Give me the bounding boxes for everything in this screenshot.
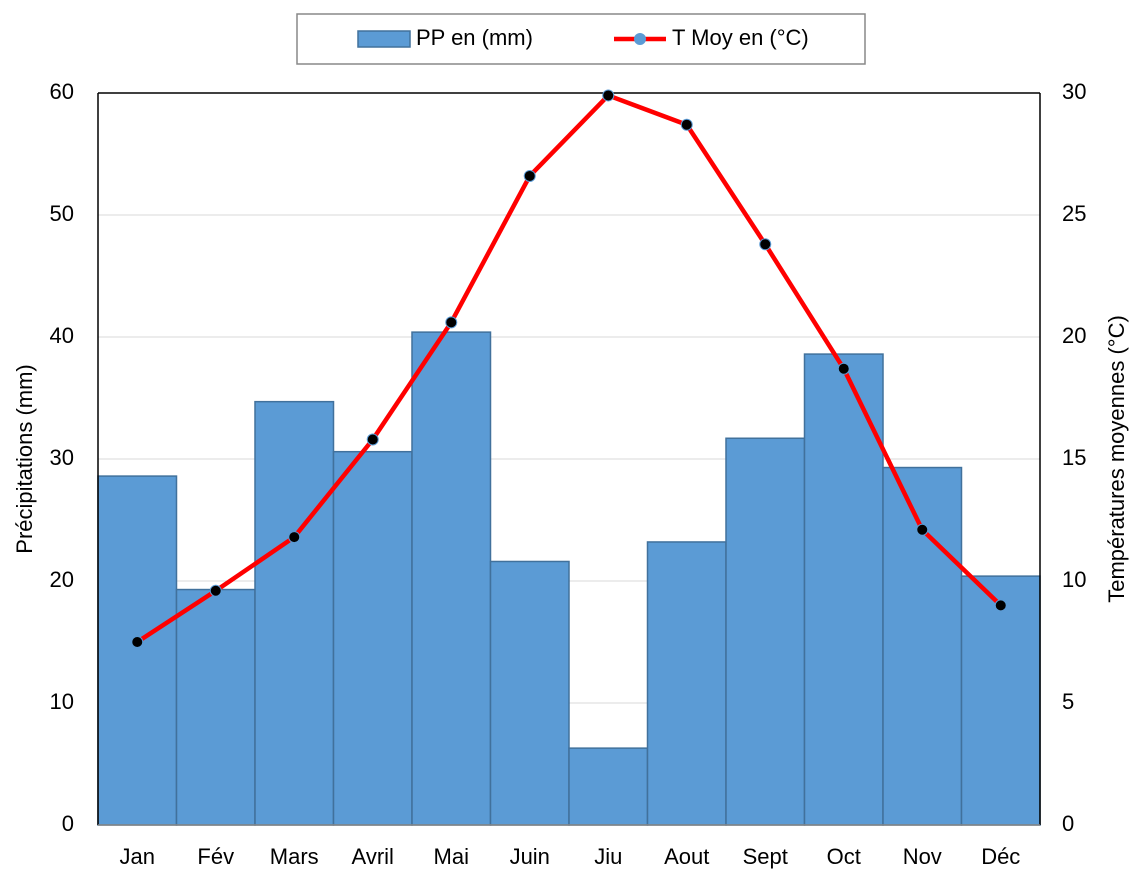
x-tick-label: Nov (903, 844, 942, 869)
y2-tick-label: 25 (1062, 201, 1086, 226)
bar (175, 588, 256, 826)
x-tick-label: Juin (510, 844, 550, 869)
y2-tick-label: 0 (1062, 811, 1074, 836)
legend-marker (634, 33, 646, 45)
x-tick-label: Oct (827, 844, 861, 869)
y-tick-label: 0 (62, 811, 74, 836)
y-tick-label: 10 (50, 689, 74, 714)
x-tick-label: Mars (270, 844, 319, 869)
x-tick-label: Mai (434, 844, 469, 869)
x-tick-label: Aout (664, 844, 709, 869)
y-tick-label: 60 (50, 79, 74, 104)
x-tick-label: Avril (352, 844, 394, 869)
y2-axis-title: Températures moyennes (°C) (1104, 315, 1129, 603)
y2-tick-label: 10 (1062, 567, 1086, 592)
y-tick-label: 50 (50, 201, 74, 226)
y2-tick-label: 20 (1062, 323, 1086, 348)
bar (97, 475, 178, 826)
bar (332, 450, 413, 826)
line-marker (366, 433, 379, 446)
bar (803, 353, 884, 826)
line-marker (445, 316, 458, 329)
bar (489, 560, 570, 826)
line-marker (994, 599, 1007, 612)
line-marker (837, 362, 850, 375)
bar (254, 400, 335, 826)
line-marker (209, 584, 222, 597)
legend-label: T Moy en (°C) (672, 25, 809, 50)
bar (411, 331, 492, 826)
y2-tick-label: 15 (1062, 445, 1086, 470)
y-tick-label: 40 (50, 323, 74, 348)
legend-swatch (357, 30, 411, 48)
line-marker (759, 238, 772, 251)
line-marker (916, 523, 929, 536)
bar (568, 747, 649, 826)
legend-label: PP en (mm) (416, 25, 533, 50)
bar (960, 575, 1041, 826)
line (136, 93, 1003, 644)
y-tick-label: 20 (50, 567, 74, 592)
y-axis-title: Précipitations (mm) (12, 364, 37, 553)
line-marker (602, 89, 615, 102)
bar (646, 541, 727, 826)
x-tick-label: Déc (981, 844, 1020, 869)
bar (725, 437, 806, 826)
line-marker (288, 531, 301, 544)
x-tick-label: Jan (120, 844, 155, 869)
y2-tick-label: 30 (1062, 79, 1086, 104)
line-marker (523, 169, 536, 182)
bar (882, 466, 963, 826)
x-tick-label: Fév (197, 844, 234, 869)
x-tick-label: Jiu (594, 844, 622, 869)
y-tick-label: 30 (50, 445, 74, 470)
line-marker (680, 118, 693, 131)
x-tick-label: Sept (743, 844, 788, 869)
y2-tick-label: 5 (1062, 689, 1074, 714)
line-marker (131, 636, 144, 648)
